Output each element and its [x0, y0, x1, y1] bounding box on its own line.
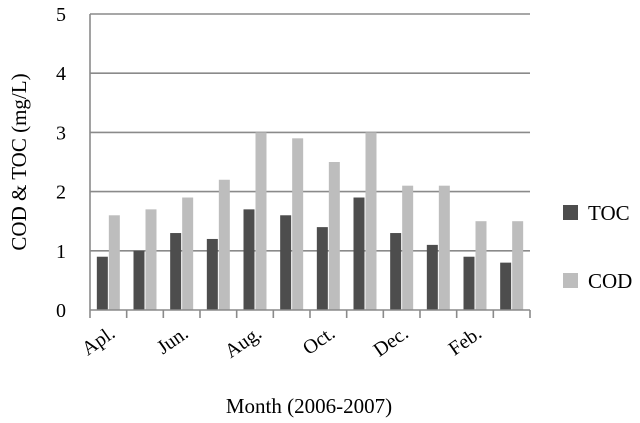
y-axis-label: COD & TOC (mg/L): [7, 73, 31, 250]
legend-swatch-cod: [563, 273, 578, 288]
x-axis-label: Month (2006-2007): [226, 394, 392, 418]
y-tick-labels: 0 1 2 3 4 5: [56, 4, 66, 322]
bar-cod: [402, 185, 414, 310]
bar-toc: [500, 262, 512, 310]
axes: [89, 14, 531, 318]
y-tick-label: 0: [56, 300, 66, 322]
bar-toc: [133, 250, 145, 310]
bar-toc: [463, 256, 475, 310]
bar-cod: [328, 162, 340, 310]
legend-label-cod: COD: [588, 269, 632, 293]
bar-toc: [426, 244, 438, 310]
legend: TOC COD: [563, 201, 632, 293]
x-tick-label: Jun.: [153, 322, 192, 359]
bar-cod: [182, 197, 194, 310]
x-tick-label: Dec.: [369, 322, 412, 361]
legend-swatch-toc: [563, 205, 578, 220]
bar-cod: [475, 221, 487, 310]
x-tick-label: Apl.: [78, 322, 119, 360]
bar-toc: [206, 238, 218, 310]
legend-label-toc: TOC: [588, 201, 630, 225]
bar-cod: [292, 138, 304, 310]
y-tick-label: 5: [56, 4, 66, 26]
bar-cod: [438, 185, 450, 310]
y-tick-label: 4: [56, 63, 66, 85]
bar-toc: [280, 215, 292, 310]
bar-cod: [255, 132, 267, 310]
gridlines: [90, 13, 530, 252]
bar-toc: [316, 227, 328, 310]
y-tick-label: 2: [56, 182, 66, 204]
x-tick-labels: Apl. Jun. Aug. Oct. Dec. Feb.: [78, 322, 486, 363]
bar-toc: [390, 233, 402, 310]
bars: [96, 132, 524, 310]
bar-cod: [218, 179, 230, 310]
y-tick-label: 3: [56, 122, 66, 144]
bar-toc: [353, 197, 365, 310]
bar-toc: [96, 256, 108, 310]
bar-toc: [170, 233, 182, 310]
bar-toc: [243, 209, 255, 310]
x-tick-label: Aug.: [221, 322, 266, 363]
bar-cod: [365, 132, 377, 310]
x-tick-label: Feb.: [445, 322, 486, 360]
bar-cod: [512, 221, 524, 310]
bar-cod: [108, 215, 120, 310]
y-tick-label: 1: [56, 241, 66, 263]
bar-cod: [145, 209, 157, 310]
x-tick-label: Oct.: [299, 322, 339, 359]
